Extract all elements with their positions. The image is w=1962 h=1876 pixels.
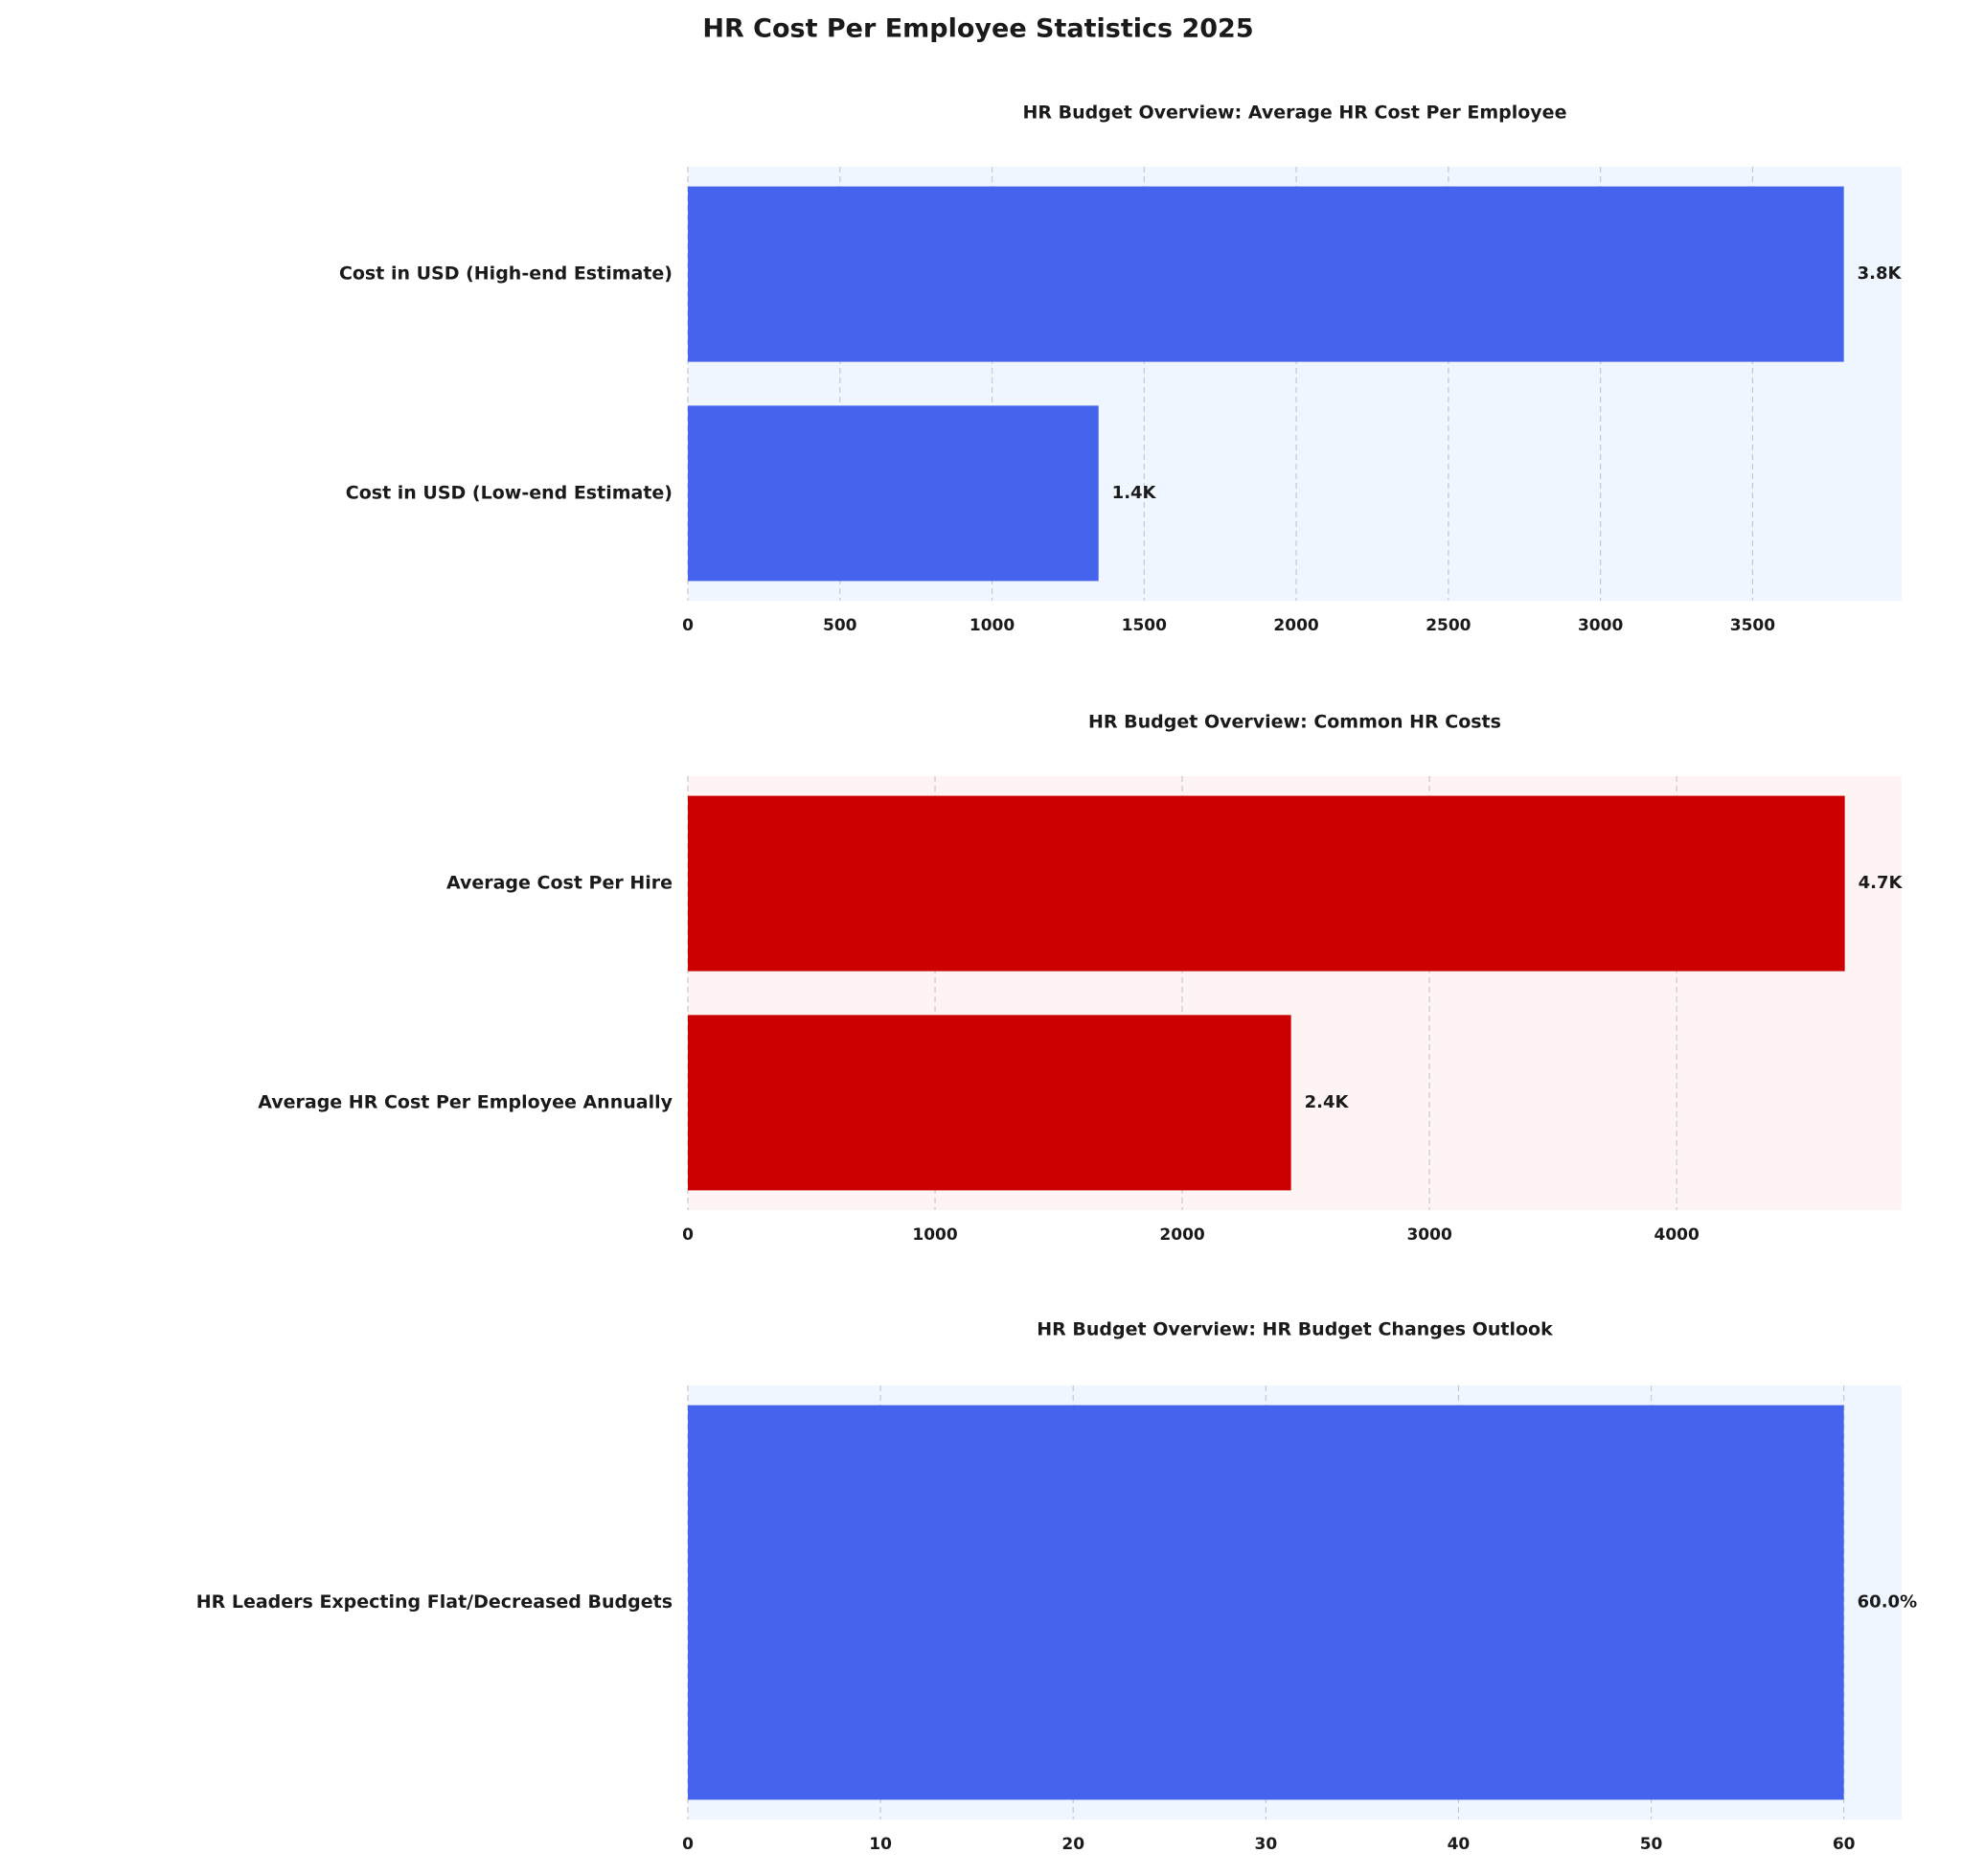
x-tick-label: 2500 bbox=[1426, 616, 1471, 635]
x-tick-label: 500 bbox=[823, 616, 857, 635]
bar bbox=[688, 1405, 1844, 1800]
x-tick-label: 1000 bbox=[970, 616, 1015, 635]
y-tick-label: Average HR Cost Per Employee Annually bbox=[258, 1091, 673, 1112]
x-tick-label: 3500 bbox=[1730, 616, 1775, 635]
x-tick-label: 3000 bbox=[1406, 1225, 1451, 1245]
x-tick-label: 0 bbox=[682, 616, 694, 635]
value-label: 60.0% bbox=[1858, 1592, 1917, 1613]
y-tick-label: Cost in USD (Low-end Estimate) bbox=[346, 482, 673, 503]
x-tick-label: 2000 bbox=[1273, 616, 1318, 635]
y-tick-label: HR Leaders Expecting Flat/Decreased Budg… bbox=[196, 1591, 673, 1613]
x-tick-label: 3000 bbox=[1578, 616, 1623, 635]
x-tick-label: 2000 bbox=[1159, 1225, 1204, 1245]
value-label: 3.8K bbox=[1858, 263, 1903, 284]
x-tick-label: 40 bbox=[1448, 1835, 1471, 1854]
x-tick-label: 10 bbox=[869, 1835, 892, 1854]
y-tick-label: Cost in USD (High-end Estimate) bbox=[339, 263, 673, 285]
bar bbox=[688, 405, 1099, 582]
value-label: 1.4K bbox=[1112, 483, 1157, 503]
chart-title: HR Budget Overview: HR Budget Changes Ou… bbox=[1037, 1319, 1553, 1340]
x-tick-label: 60 bbox=[1833, 1835, 1856, 1854]
x-tick-label: 30 bbox=[1254, 1835, 1277, 1854]
x-tick-label: 4000 bbox=[1654, 1225, 1700, 1245]
chart-title: HR Budget Overview: Average HR Cost Per … bbox=[1023, 103, 1567, 124]
x-tick-label: 0 bbox=[682, 1835, 694, 1854]
x-tick-label: 0 bbox=[682, 1225, 694, 1245]
x-tick-label: 20 bbox=[1061, 1835, 1084, 1854]
value-label: 2.4K bbox=[1305, 1092, 1350, 1112]
figure-title: HR Cost Per Employee Statistics 2025 bbox=[702, 14, 1253, 44]
x-tick-label: 50 bbox=[1640, 1835, 1663, 1854]
bar bbox=[688, 186, 1844, 362]
y-tick-label: Average Cost Per Hire bbox=[446, 873, 673, 894]
chart-title: HR Budget Overview: Common HR Costs bbox=[1088, 712, 1501, 733]
x-tick-label: 1000 bbox=[912, 1225, 957, 1245]
bar bbox=[688, 795, 1845, 972]
bar bbox=[688, 1015, 1291, 1191]
x-tick-label: 1500 bbox=[1122, 616, 1167, 635]
value-label: 4.7K bbox=[1859, 873, 1904, 893]
